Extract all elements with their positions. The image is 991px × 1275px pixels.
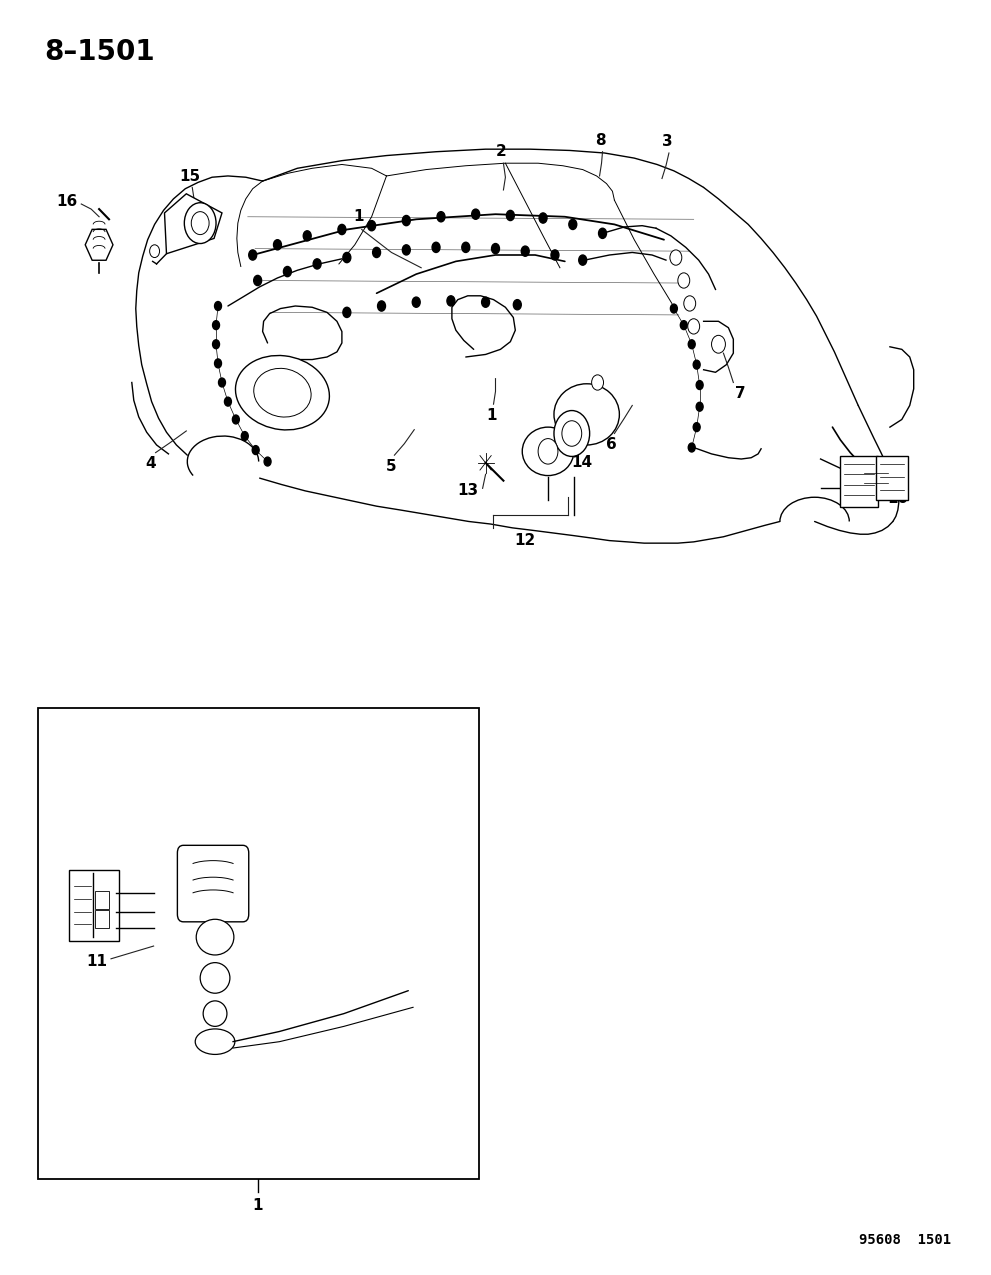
Circle shape [670, 250, 682, 265]
Polygon shape [85, 230, 113, 260]
Circle shape [521, 246, 529, 256]
Circle shape [688, 444, 695, 453]
Circle shape [274, 240, 281, 250]
Ellipse shape [200, 963, 230, 993]
Text: 8: 8 [596, 133, 606, 148]
Circle shape [303, 231, 311, 241]
Circle shape [472, 209, 480, 219]
Circle shape [242, 431, 248, 440]
Circle shape [437, 212, 445, 222]
FancyBboxPatch shape [95, 910, 109, 928]
Ellipse shape [203, 1001, 227, 1026]
Text: 9: 9 [550, 431, 561, 446]
Circle shape [678, 273, 690, 288]
FancyBboxPatch shape [876, 456, 908, 500]
Circle shape [212, 321, 220, 330]
Text: 1: 1 [487, 408, 496, 423]
Circle shape [254, 275, 262, 286]
Text: 7: 7 [735, 386, 746, 402]
Circle shape [684, 296, 696, 311]
Circle shape [712, 335, 725, 353]
Circle shape [214, 302, 222, 311]
Circle shape [402, 245, 410, 255]
Circle shape [680, 321, 687, 330]
Circle shape [150, 245, 160, 258]
Polygon shape [165, 194, 222, 254]
Circle shape [696, 403, 703, 411]
FancyBboxPatch shape [840, 456, 878, 507]
Circle shape [506, 210, 514, 221]
Circle shape [513, 300, 521, 310]
Circle shape [252, 446, 260, 454]
Circle shape [688, 319, 700, 334]
Circle shape [343, 307, 351, 317]
Text: 8–1501: 8–1501 [45, 38, 156, 66]
Circle shape [671, 305, 678, 312]
Circle shape [694, 423, 700, 431]
Circle shape [373, 247, 381, 258]
Circle shape [214, 360, 222, 367]
Circle shape [539, 213, 547, 223]
Circle shape [447, 296, 455, 306]
Text: 1: 1 [253, 1198, 263, 1214]
Circle shape [212, 340, 220, 348]
Circle shape [232, 416, 240, 423]
Circle shape [218, 379, 226, 388]
Circle shape [224, 398, 232, 405]
Circle shape [191, 212, 209, 235]
Circle shape [432, 242, 440, 252]
Circle shape [592, 375, 604, 390]
Text: 15: 15 [179, 168, 201, 184]
Circle shape [462, 242, 470, 252]
Text: 6: 6 [606, 437, 616, 453]
Ellipse shape [236, 356, 329, 430]
Circle shape [368, 221, 376, 231]
Circle shape [264, 458, 272, 465]
Text: 16: 16 [56, 194, 77, 209]
Text: 12: 12 [514, 533, 536, 548]
Circle shape [482, 297, 490, 307]
Circle shape [378, 301, 385, 311]
FancyBboxPatch shape [860, 458, 902, 493]
Circle shape [696, 381, 703, 390]
Circle shape [554, 411, 590, 456]
Circle shape [579, 255, 587, 265]
Text: 14: 14 [572, 455, 593, 470]
FancyBboxPatch shape [95, 891, 109, 909]
Circle shape [338, 224, 346, 235]
Circle shape [599, 228, 606, 238]
Text: 5: 5 [386, 459, 396, 474]
Circle shape [569, 219, 577, 230]
Circle shape [313, 259, 321, 269]
Text: 4: 4 [146, 456, 156, 472]
Circle shape [283, 266, 291, 277]
Circle shape [562, 421, 582, 446]
Circle shape [249, 250, 257, 260]
Ellipse shape [196, 919, 234, 955]
Circle shape [688, 340, 695, 348]
Ellipse shape [554, 384, 619, 445]
Text: 3: 3 [662, 134, 672, 149]
Circle shape [694, 361, 700, 370]
Text: 10: 10 [887, 491, 908, 506]
Text: 2: 2 [496, 144, 506, 159]
FancyBboxPatch shape [69, 870, 119, 941]
Circle shape [343, 252, 351, 263]
Ellipse shape [522, 427, 574, 476]
Circle shape [538, 439, 558, 464]
Text: 13: 13 [458, 483, 479, 499]
Text: 11: 11 [86, 954, 107, 969]
Circle shape [551, 250, 559, 260]
Text: 95608  1501: 95608 1501 [859, 1233, 951, 1247]
Bar [38, 708, 479, 1179]
FancyBboxPatch shape [177, 845, 249, 922]
Ellipse shape [195, 1029, 235, 1054]
Circle shape [492, 244, 499, 254]
Text: 7: 7 [885, 473, 896, 488]
Text: 1: 1 [354, 209, 364, 224]
Circle shape [402, 215, 410, 226]
Circle shape [184, 203, 216, 244]
Ellipse shape [254, 368, 311, 417]
Circle shape [412, 297, 420, 307]
